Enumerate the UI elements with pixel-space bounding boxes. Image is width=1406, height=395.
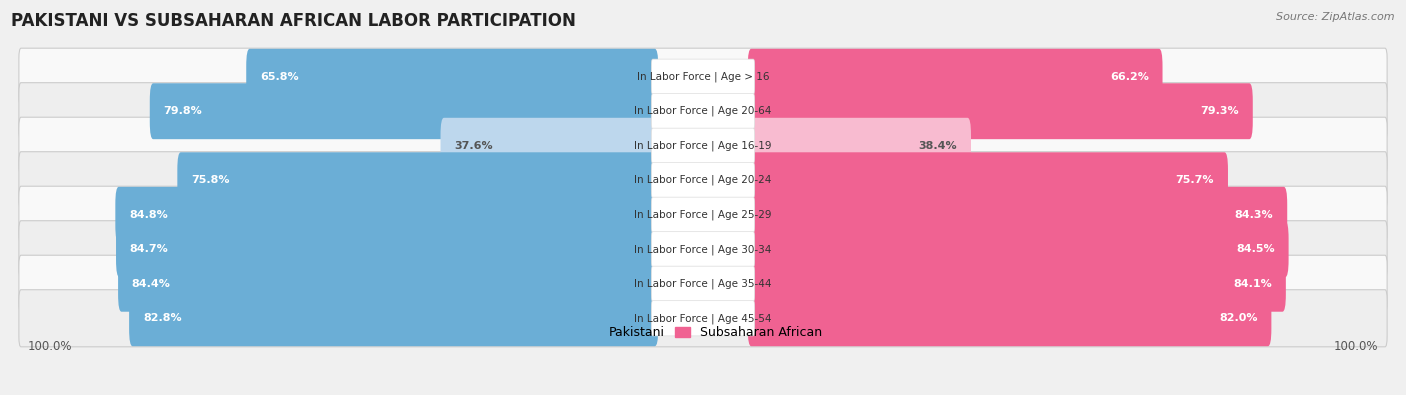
- Text: In Labor Force | Age 25-29: In Labor Force | Age 25-29: [634, 209, 772, 220]
- Text: In Labor Force | Age 45-54: In Labor Force | Age 45-54: [634, 313, 772, 324]
- FancyBboxPatch shape: [18, 83, 1388, 140]
- Text: In Labor Force | Age 20-64: In Labor Force | Age 20-64: [634, 106, 772, 117]
- Text: 37.6%: 37.6%: [454, 141, 494, 151]
- Text: 84.3%: 84.3%: [1234, 210, 1274, 220]
- FancyBboxPatch shape: [18, 290, 1388, 347]
- FancyBboxPatch shape: [748, 290, 1271, 346]
- Text: In Labor Force | Age > 16: In Labor Force | Age > 16: [637, 71, 769, 82]
- FancyBboxPatch shape: [651, 301, 755, 336]
- FancyBboxPatch shape: [18, 255, 1388, 312]
- FancyBboxPatch shape: [748, 83, 1253, 139]
- FancyBboxPatch shape: [246, 49, 658, 105]
- FancyBboxPatch shape: [115, 187, 658, 243]
- Text: In Labor Force | Age 16-19: In Labor Force | Age 16-19: [634, 141, 772, 151]
- FancyBboxPatch shape: [18, 117, 1388, 174]
- Text: 84.4%: 84.4%: [132, 279, 170, 289]
- FancyBboxPatch shape: [150, 83, 658, 139]
- FancyBboxPatch shape: [651, 197, 755, 232]
- FancyBboxPatch shape: [18, 48, 1388, 105]
- Text: 79.3%: 79.3%: [1201, 106, 1239, 116]
- FancyBboxPatch shape: [651, 128, 755, 164]
- Text: 84.1%: 84.1%: [1233, 279, 1272, 289]
- FancyBboxPatch shape: [748, 187, 1288, 243]
- FancyBboxPatch shape: [651, 231, 755, 267]
- Text: 100.0%: 100.0%: [1334, 340, 1378, 353]
- FancyBboxPatch shape: [748, 221, 1289, 277]
- FancyBboxPatch shape: [18, 152, 1388, 209]
- Text: Source: ZipAtlas.com: Source: ZipAtlas.com: [1277, 12, 1395, 22]
- FancyBboxPatch shape: [18, 221, 1388, 278]
- Text: 75.8%: 75.8%: [191, 175, 229, 185]
- Text: 65.8%: 65.8%: [260, 72, 298, 82]
- FancyBboxPatch shape: [748, 152, 1227, 208]
- Text: 82.8%: 82.8%: [143, 313, 181, 323]
- Text: 38.4%: 38.4%: [918, 141, 957, 151]
- Text: 84.5%: 84.5%: [1236, 244, 1275, 254]
- FancyBboxPatch shape: [651, 163, 755, 198]
- FancyBboxPatch shape: [748, 49, 1163, 105]
- Text: PAKISTANI VS SUBSAHARAN AFRICAN LABOR PARTICIPATION: PAKISTANI VS SUBSAHARAN AFRICAN LABOR PA…: [11, 12, 576, 30]
- Text: 82.0%: 82.0%: [1219, 313, 1257, 323]
- FancyBboxPatch shape: [18, 186, 1388, 243]
- Text: 79.8%: 79.8%: [163, 106, 202, 116]
- Text: In Labor Force | Age 30-34: In Labor Force | Age 30-34: [634, 244, 772, 254]
- Text: 84.8%: 84.8%: [129, 210, 167, 220]
- FancyBboxPatch shape: [651, 266, 755, 301]
- FancyBboxPatch shape: [117, 221, 658, 277]
- FancyBboxPatch shape: [440, 118, 658, 174]
- Text: In Labor Force | Age 35-44: In Labor Force | Age 35-44: [634, 278, 772, 289]
- FancyBboxPatch shape: [118, 256, 658, 312]
- FancyBboxPatch shape: [651, 59, 755, 94]
- Legend: Pakistani, Subsaharan African: Pakistani, Subsaharan African: [579, 322, 827, 344]
- Text: 84.7%: 84.7%: [129, 244, 169, 254]
- Text: In Labor Force | Age 20-24: In Labor Force | Age 20-24: [634, 175, 772, 186]
- Text: 100.0%: 100.0%: [28, 340, 72, 353]
- FancyBboxPatch shape: [748, 256, 1286, 312]
- FancyBboxPatch shape: [748, 118, 972, 174]
- FancyBboxPatch shape: [129, 290, 658, 346]
- Text: 75.7%: 75.7%: [1175, 175, 1215, 185]
- Text: 66.2%: 66.2%: [1109, 72, 1149, 82]
- FancyBboxPatch shape: [651, 94, 755, 129]
- FancyBboxPatch shape: [177, 152, 658, 208]
